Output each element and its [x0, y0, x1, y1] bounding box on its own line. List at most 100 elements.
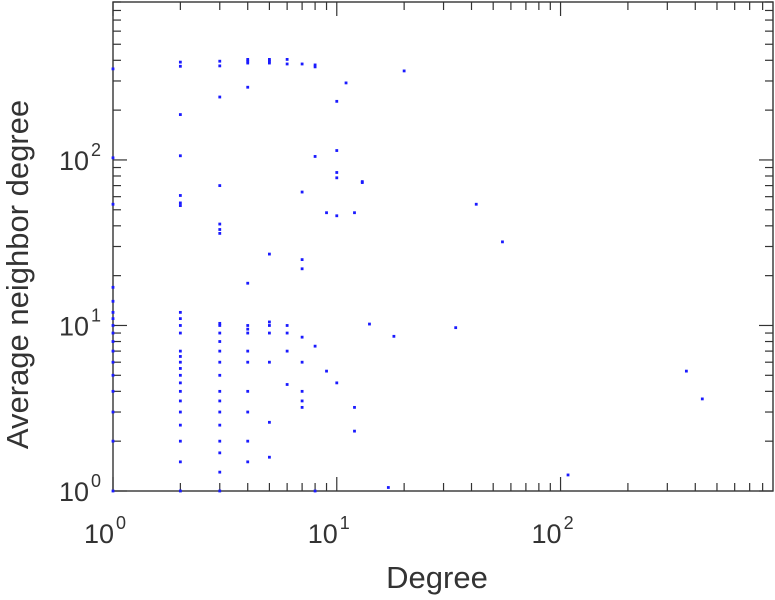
data-point [218, 184, 222, 187]
data-point [300, 399, 304, 403]
data-point [218, 95, 222, 99]
x-tick-label: 10 1 [308, 513, 350, 549]
data-point [325, 211, 328, 215]
data-point [178, 489, 182, 493]
data-point [178, 381, 182, 385]
data-point [246, 59, 250, 63]
x-tick-label: 10 2 [532, 513, 574, 549]
x-axis-title: Degree [386, 560, 488, 595]
data-point [246, 439, 250, 443]
data-point [335, 149, 339, 152]
data-point [285, 58, 289, 61]
data-point [178, 113, 182, 116]
data-point [178, 399, 182, 403]
data-point [313, 489, 317, 493]
data-point [178, 367, 182, 370]
x-tick-label: 10 0 [84, 513, 126, 549]
data-point [684, 369, 688, 373]
data-point [111, 389, 115, 393]
data-point [111, 410, 115, 414]
data-point [178, 355, 182, 358]
data-point [566, 473, 570, 477]
data-point [353, 405, 356, 409]
data-point [246, 331, 250, 335]
data-point [300, 62, 304, 66]
data-point [268, 61, 271, 65]
data-point [474, 202, 478, 206]
data-point [335, 99, 339, 103]
data-point [178, 201, 182, 205]
data-point [268, 360, 271, 364]
data-point [111, 317, 115, 321]
data-point [285, 349, 289, 353]
data-point [178, 360, 182, 364]
data-point [368, 322, 371, 326]
data-point [353, 211, 356, 215]
data-point [268, 58, 271, 61]
data-point [218, 373, 222, 377]
data-point [268, 331, 271, 335]
axis-ticks [112, 1, 773, 492]
data-point [268, 59, 271, 63]
y-tick-label: 10 0 [59, 471, 101, 507]
data-point [285, 324, 289, 327]
data-point [111, 156, 115, 160]
data-point [386, 486, 390, 489]
data-point [454, 326, 458, 330]
data-point [300, 389, 304, 393]
data-point [300, 360, 304, 364]
data-point [111, 439, 115, 443]
data-point [246, 58, 250, 61]
data-point [335, 381, 339, 385]
data-point [300, 335, 304, 339]
data-point [178, 154, 182, 158]
data-point [111, 299, 115, 303]
data-point [218, 231, 222, 235]
data-point [218, 439, 222, 443]
data-point [218, 349, 222, 353]
data-point [218, 321, 222, 325]
data-point [178, 460, 182, 464]
data-point [285, 62, 289, 66]
data-point [111, 489, 115, 493]
data-point [111, 360, 115, 364]
data-point [218, 451, 222, 455]
data-point [313, 63, 317, 67]
data-point [353, 429, 356, 433]
data-point [218, 324, 222, 327]
plot-frame [112, 1, 774, 492]
data-point [285, 383, 289, 386]
data-point [178, 194, 182, 197]
data-point [246, 389, 250, 393]
data-point [344, 81, 348, 85]
data-point [402, 69, 406, 73]
data-point [218, 423, 222, 427]
data-point [218, 489, 222, 493]
data-point [335, 176, 339, 180]
data-point [218, 228, 222, 231]
data-point [178, 64, 182, 68]
data-point [218, 360, 222, 364]
data-points [111, 58, 704, 493]
y-tick-label: 10 2 [59, 140, 101, 176]
data-point [300, 258, 304, 262]
data-point [111, 331, 115, 335]
data-point [300, 267, 304, 271]
data-point [335, 214, 339, 218]
data-point [501, 240, 504, 244]
data-point [218, 340, 222, 343]
data-point [178, 373, 182, 377]
data-point [178, 324, 182, 327]
data-point [178, 331, 182, 335]
data-point [325, 369, 328, 373]
data-point [246, 85, 250, 89]
data-point [111, 373, 115, 377]
data-point [218, 64, 222, 68]
data-point [218, 410, 222, 414]
data-point [360, 181, 364, 184]
data-point [246, 349, 250, 353]
data-point [178, 423, 182, 427]
data-point [111, 285, 115, 289]
data-point [335, 171, 339, 174]
data-point [313, 155, 317, 158]
